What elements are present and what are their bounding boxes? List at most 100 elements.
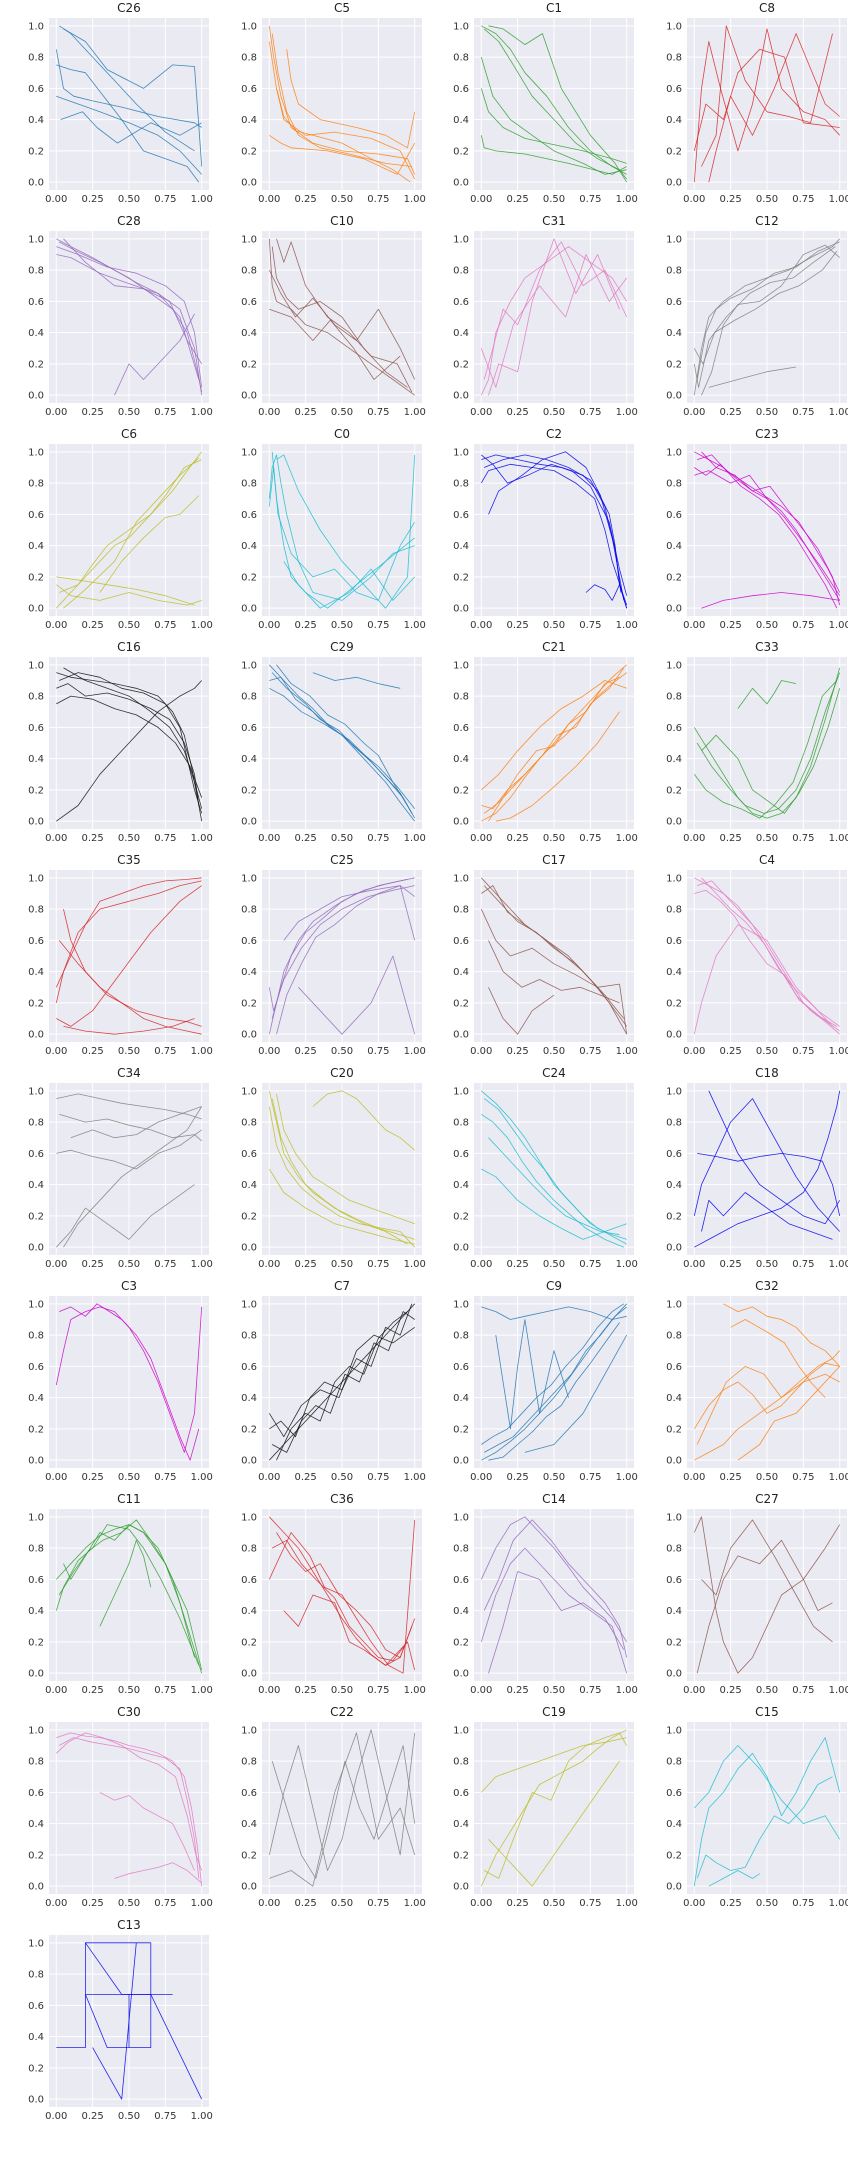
series-group (480, 1516, 628, 1674)
series-group (481, 664, 627, 822)
series-line (697, 1153, 841, 1216)
x-tick-label: 1.00 (616, 194, 638, 205)
series-line (56, 64, 200, 183)
y-tick-label: 0.4 (666, 967, 682, 978)
series-line (55, 877, 202, 988)
y-tick-label: 0.6 (666, 1575, 682, 1586)
y-tick-label: 0.6 (453, 297, 469, 308)
x-tick-label: 0.50 (756, 1898, 778, 1909)
y-tick-label: 0.6 (28, 1149, 44, 1160)
y-tick-label: 0.6 (666, 297, 682, 308)
x-tick-label: 1.00 (829, 1259, 848, 1270)
chart-panel: C36 0.00 0.25 0.50 0.75 1.00 0.0 0.2 0.4 0.6 0.8 1.… (225, 1491, 426, 1701)
x-tick-label: 0.00 (470, 407, 492, 418)
chart-svg: C35 0.00 0.25 0.50 0.75 1.00 0.0 0.2 0.4 0.6 0.8 1.… (28, 853, 213, 1057)
series-line (488, 25, 628, 183)
x-tick-label: 0.50 (118, 2111, 140, 2122)
series-line (271, 33, 412, 167)
series-line (286, 49, 416, 149)
x-tick-label: 0.25 (720, 620, 742, 631)
series-line (693, 680, 838, 819)
chart-title: C21 (542, 640, 566, 654)
chart-svg: C12 0.00 0.25 0.50 0.75 1.00 0.0 0.2 0.4 0.6 0.8 1.… (666, 214, 848, 418)
series-line (99, 1792, 195, 1871)
x-tick-label: 0.75 (154, 407, 176, 418)
y-tick-label: 0.8 (453, 905, 469, 916)
chart-panel: C14 0.00 0.25 0.50 0.75 1.00 0.0 0.2 0.4 0.6 0.8 1.… (437, 1491, 638, 1701)
chart-svg: C17 0.00 0.25 0.50 0.75 1.00 0.0 0.2 0.4 0.6 0.8 1.… (453, 853, 638, 1057)
x-tick-label: 0.25 (295, 1046, 317, 1057)
series-line (495, 1319, 569, 1430)
y-tick-label: 0.8 (666, 692, 682, 703)
y-tick-label: 0.2 (241, 572, 257, 583)
y-tick-label: 0.0 (241, 178, 257, 189)
y-tick-label: 0.0 (241, 1030, 257, 1041)
y-tick-label: 0.0 (28, 817, 44, 828)
y-tick-label: 0.2 (453, 1211, 469, 1222)
x-tick-label: 0.50 (756, 833, 778, 844)
chart-panel: C30 0.00 0.25 0.50 0.75 1.00 0.0 0.2 0.4 0.6 0.8 1.… (12, 1704, 213, 1914)
series-line (488, 1760, 620, 1887)
series-line (268, 238, 415, 396)
chart-panel: C35 0.00 0.25 0.50 0.75 1.00 0.0 0.2 0.4 0.6 0.8 1.… (12, 852, 213, 1062)
chart-panel: C0 0.00 0.25 0.50 0.75 1.00 0.0 0.2 0.4 0.6 0.8 1.0 (225, 426, 426, 636)
series-line (730, 1319, 826, 1398)
series-line (268, 1106, 415, 1248)
series-line (737, 1366, 840, 1461)
x-tick-label: 0.50 (118, 1685, 140, 1696)
x-tick-label: 0.75 (154, 1472, 176, 1483)
chart-panel: C17 0.00 0.25 0.50 0.75 1.00 0.0 0.2 0.4 0.6 0.8 1.… (437, 852, 638, 1062)
y-tick-label: 1.0 (666, 1086, 682, 1097)
y-tick-label: 1.0 (28, 1938, 44, 1949)
y-tick-label: 0.8 (453, 1544, 469, 1555)
series-line (693, 924, 840, 1035)
chart-title: C23 (755, 427, 779, 441)
x-tick-label: 1.00 (404, 1898, 426, 1909)
x-tick-label: 0.00 (45, 407, 67, 418)
y-tick-label: 0.6 (28, 1362, 44, 1373)
x-tick-label: 0.25 (720, 1046, 742, 1057)
x-tick-label: 0.00 (683, 620, 705, 631)
series-line (488, 451, 622, 593)
series-line (480, 1729, 627, 1887)
x-tick-label: 0.00 (258, 1898, 280, 1909)
chart-svg: C26 0.00 0.25 0.50 0.75 1.00 0.0 0.2 0.4 0.6 0.8 1.… (28, 1, 213, 205)
y-tick-label: 0.0 (666, 1030, 682, 1041)
series-group (693, 238, 840, 396)
series-line (56, 1093, 202, 1120)
x-tick-label: 0.50 (756, 1046, 778, 1057)
y-tick-label: 0.4 (666, 328, 682, 339)
series-line (63, 457, 200, 609)
y-tick-label: 0.2 (28, 1211, 44, 1222)
y-tick-label: 1.0 (666, 873, 682, 884)
chart-svg: C1 0.00 0.25 0.50 0.75 1.00 0.0 0.2 0.4 0.6 0.8 1.0 (453, 1, 638, 205)
series-line (701, 25, 833, 167)
x-tick-label: 0.25 (82, 1046, 104, 1057)
y-tick-label: 0.6 (241, 1362, 257, 1373)
chart-panel: C27 0.00 0.25 0.50 0.75 1.00 0.0 0.2 0.4 0.6 0.8 1.… (650, 1491, 848, 1701)
x-tick-label: 0.75 (579, 620, 601, 631)
y-tick-label: 0.2 (28, 359, 44, 370)
series-group (268, 1729, 416, 1887)
x-tick-label: 0.75 (367, 833, 389, 844)
series-line (694, 470, 841, 596)
y-tick-label: 0.0 (453, 817, 469, 828)
y-tick-label: 0.4 (666, 1606, 682, 1617)
x-tick-label: 0.75 (579, 1046, 601, 1057)
series-line (481, 1113, 624, 1248)
x-tick-label: 1.00 (616, 833, 638, 844)
series-line (480, 908, 628, 1035)
x-tick-label: 0.50 (543, 407, 565, 418)
chart-title: C22 (330, 1705, 354, 1719)
series-line (693, 246, 836, 388)
series-group (268, 451, 416, 609)
x-tick-label: 0.00 (258, 620, 280, 631)
series-group (55, 25, 203, 183)
chart-title: C25 (330, 853, 354, 867)
y-tick-label: 0.0 (666, 391, 682, 402)
chart-title: C2 (546, 427, 562, 441)
series-line (56, 695, 203, 798)
series-line (480, 88, 627, 164)
series-line (283, 1594, 416, 1671)
x-tick-label: 0.50 (118, 194, 140, 205)
